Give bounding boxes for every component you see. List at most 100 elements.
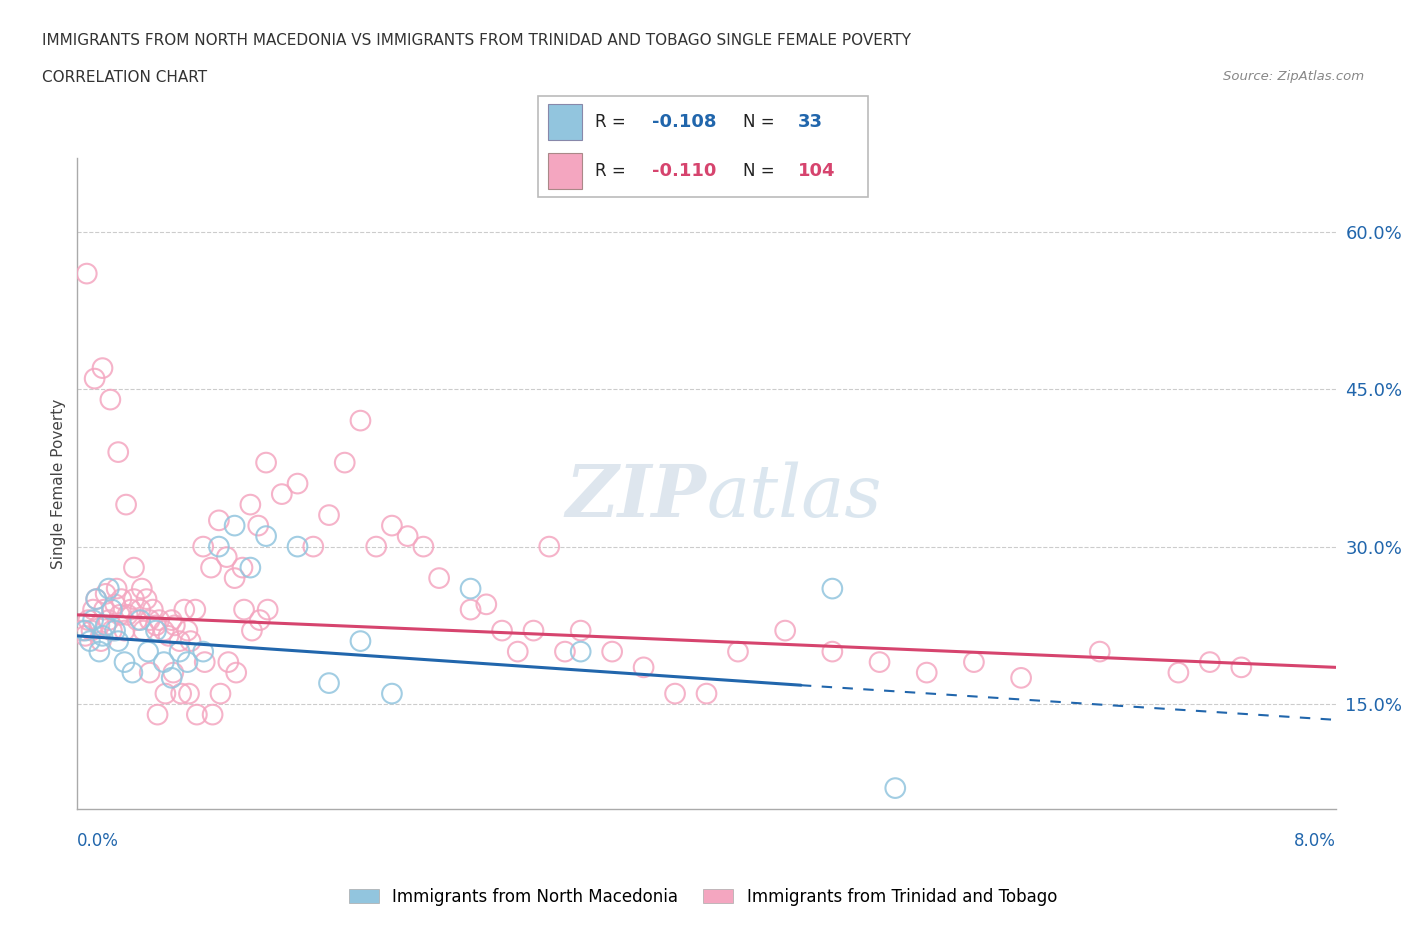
Point [773,623,796,638]
Point [75,623,97,638]
Point [224,571,246,586]
Point [209,686,232,701]
Point [333,455,356,470]
Point [176,655,198,670]
Point [1088,644,1111,659]
Text: -0.108: -0.108 [652,113,717,131]
FancyBboxPatch shape [548,153,582,190]
Point [254,455,277,470]
Point [131,581,153,596]
Point [217,655,239,670]
Point [633,660,655,675]
Point [727,644,749,659]
Point [208,539,231,554]
Point [381,518,404,533]
Legend: Immigrants from North Macedonia, Immigrants from Trinidad and Tobago: Immigrants from North Macedonia, Immigra… [342,881,1064,912]
Point [160,613,183,628]
Point [1230,660,1253,675]
Point [600,644,623,659]
Text: R =: R = [595,113,631,131]
Y-axis label: Single Female Poverty: Single Female Poverty [51,398,66,569]
Point [184,602,207,617]
Point [138,613,160,628]
Point [90,633,112,648]
Point [138,665,160,680]
Point [91,361,114,376]
Point [366,539,388,554]
Point [240,623,263,638]
Point [1167,665,1189,680]
Point [110,591,132,606]
Point [76,266,98,281]
Point [381,686,404,701]
Point [157,629,180,644]
Text: atlas: atlas [707,461,882,532]
Point [108,607,131,622]
Point [664,686,686,701]
Point [97,613,120,628]
Point [94,618,117,632]
Point [117,607,139,622]
Point [82,602,104,617]
Point [148,613,170,628]
Point [169,644,191,659]
Point [287,539,309,554]
Point [136,644,159,659]
Point [114,655,136,670]
Point [396,528,419,543]
Point [89,618,111,632]
Point [224,518,246,533]
Point [569,623,592,638]
Point [200,560,222,575]
Point [491,623,513,638]
Point [191,539,215,554]
FancyBboxPatch shape [537,96,869,197]
Text: ZIP: ZIP [565,461,707,532]
Point [173,602,195,617]
Point [82,613,104,628]
Point [155,686,177,701]
Point [146,707,169,722]
Point [239,498,262,512]
Point [115,498,138,512]
Point [153,655,176,670]
Point [77,613,100,628]
Point [129,613,152,628]
Point [460,602,482,617]
Point [89,644,111,659]
Text: N =: N = [744,162,780,180]
Point [194,655,217,670]
FancyBboxPatch shape [548,104,582,140]
Point [239,560,262,575]
Point [1010,671,1032,685]
Text: 33: 33 [797,113,823,131]
Point [569,644,592,659]
Point [554,644,576,659]
Point [107,445,129,459]
Point [129,602,152,617]
Point [75,629,97,644]
Point [91,629,114,644]
Point [256,602,278,617]
Point [105,581,128,596]
Point [538,539,561,554]
Point [318,508,340,523]
Point [963,655,986,670]
Point [145,618,167,632]
Point [180,633,202,648]
Point [270,486,292,501]
Point [349,413,371,428]
Point [122,591,145,606]
Point [287,476,309,491]
Point [215,550,238,565]
Point [104,597,127,612]
Point [163,618,186,632]
Point [1198,655,1220,670]
Point [80,623,103,638]
Point [84,591,107,606]
Point [83,371,105,386]
Point [177,686,200,701]
Point [142,602,165,617]
Point [107,633,129,648]
Point [145,623,167,638]
